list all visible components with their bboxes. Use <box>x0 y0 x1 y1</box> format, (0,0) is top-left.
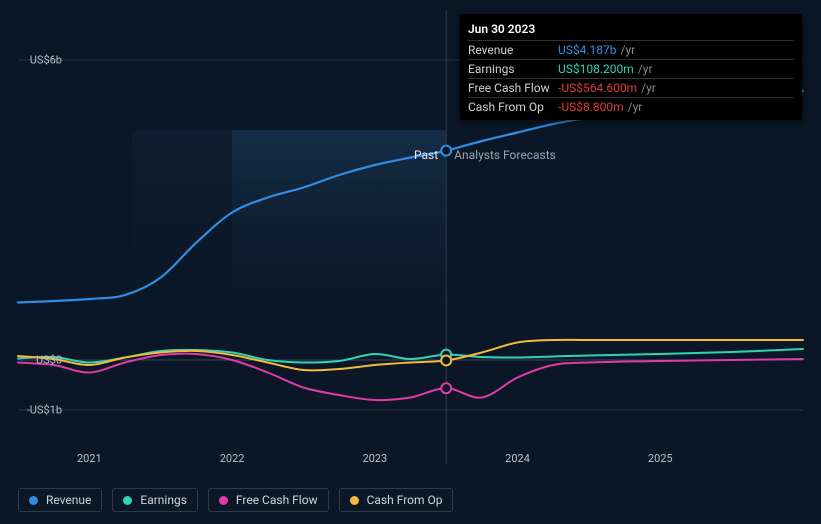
tooltip-row-value: -US$564.600m <box>558 81 637 95</box>
legend-swatch-icon <box>29 496 38 505</box>
tooltip-row-label: Earnings <box>468 62 558 76</box>
tooltip-row-suffix: /yr <box>621 43 636 57</box>
marker-revenue <box>441 146 451 156</box>
tooltip-row-value: US$108.200m <box>558 62 634 76</box>
tooltip-row-label: Free Cash Flow <box>468 81 558 95</box>
tooltip-row-suffix: /yr <box>641 81 656 95</box>
financials-chart: Past Analysts Forecasts Jun 30 2023 Reve… <box>0 0 821 524</box>
data-tooltip: Jun 30 2023 RevenueUS$4.187b/yrEarningsU… <box>460 14 802 120</box>
zone-label-forecast: Analysts Forecasts <box>454 148 556 162</box>
marker-cfo <box>441 355 451 365</box>
tooltip-date: Jun 30 2023 <box>468 20 794 40</box>
tooltip-row: RevenueUS$4.187b/yr <box>468 40 794 59</box>
x-tick-label: 2022 <box>202 452 262 465</box>
y-tick-label: US$6b <box>12 54 62 67</box>
legend-item-label: Cash From Op <box>367 493 443 507</box>
legend-item-label: Free Cash Flow <box>236 493 318 507</box>
y-tick-label: US$0 <box>12 354 62 367</box>
x-tick-label: 2021 <box>59 452 119 465</box>
marker-fcf <box>441 383 451 393</box>
legend-item-label: Revenue <box>46 493 91 507</box>
x-tick-label: 2025 <box>630 452 690 465</box>
legend-item-cfo[interactable]: Cash From Op <box>339 488 454 512</box>
y-tick-label: -US$1b <box>12 404 62 417</box>
legend-swatch-icon <box>350 496 359 505</box>
legend: Revenue Earnings Free Cash Flow Cash From O… <box>18 488 453 512</box>
zone-label-past: Past <box>386 148 438 162</box>
tooltip-row: EarningsUS$108.200m/yr <box>468 59 794 78</box>
legend-item-fcf[interactable]: Free Cash Flow <box>208 488 329 512</box>
tooltip-row: Cash From Op-US$8.800m/yr <box>468 97 794 116</box>
legend-swatch-icon <box>123 496 132 505</box>
legend-item-earnings[interactable]: Earnings <box>112 488 198 512</box>
legend-swatch-icon <box>219 496 228 505</box>
tooltip-row-label: Cash From Op <box>468 100 558 114</box>
legend-item-revenue[interactable]: Revenue <box>18 488 102 512</box>
x-tick-label: 2024 <box>488 452 548 465</box>
tooltip-row-suffix: /yr <box>638 62 653 76</box>
tooltip-row-label: Revenue <box>468 43 558 57</box>
series-fcf <box>18 354 803 401</box>
tooltip-row-value: -US$8.800m <box>558 100 624 114</box>
tooltip-row: Free Cash Flow-US$564.600m/yr <box>468 78 794 97</box>
legend-item-label: Earnings <box>140 493 187 507</box>
x-tick-label: 2023 <box>345 452 405 465</box>
tooltip-row-value: US$4.187b <box>558 43 617 57</box>
tooltip-row-suffix: /yr <box>628 100 643 114</box>
